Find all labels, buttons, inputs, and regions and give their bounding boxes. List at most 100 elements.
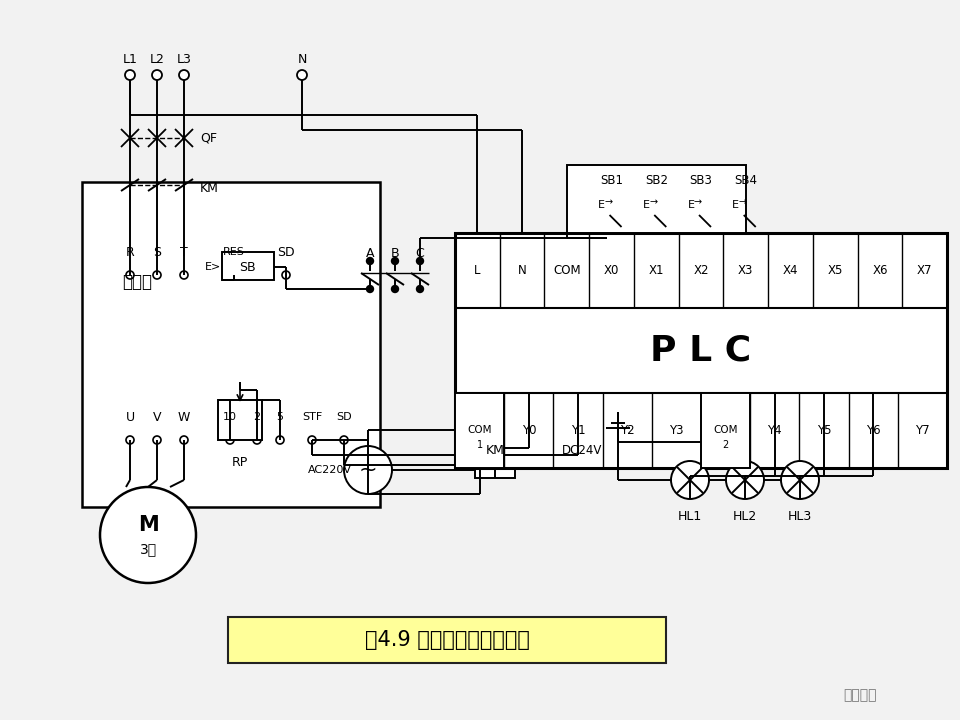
Circle shape bbox=[153, 436, 161, 444]
Bar bbox=[222, 252, 274, 280]
Text: N: N bbox=[298, 53, 306, 66]
Text: SB1: SB1 bbox=[600, 174, 623, 186]
Bar bbox=[566, 165, 746, 233]
Text: X3: X3 bbox=[738, 264, 754, 276]
Text: 5: 5 bbox=[276, 412, 283, 422]
Text: Y1: Y1 bbox=[570, 423, 586, 436]
Text: 电工之家: 电工之家 bbox=[843, 688, 876, 702]
Text: X5: X5 bbox=[828, 264, 843, 276]
Text: Y4: Y4 bbox=[767, 423, 782, 436]
Bar bbox=[475, 448, 515, 478]
Circle shape bbox=[367, 258, 373, 264]
Text: ~: ~ bbox=[359, 460, 377, 480]
Circle shape bbox=[282, 271, 290, 279]
Circle shape bbox=[297, 70, 307, 80]
Circle shape bbox=[126, 436, 134, 444]
Text: KM: KM bbox=[486, 444, 504, 456]
Circle shape bbox=[781, 461, 819, 499]
Bar bbox=[455, 233, 947, 468]
Circle shape bbox=[153, 271, 161, 279]
Text: E: E bbox=[732, 200, 739, 210]
Circle shape bbox=[417, 258, 423, 264]
Circle shape bbox=[253, 436, 261, 444]
Bar bbox=[218, 400, 262, 440]
Text: 3～: 3～ bbox=[139, 542, 156, 556]
Circle shape bbox=[226, 436, 234, 444]
Text: RES: RES bbox=[223, 247, 245, 257]
Circle shape bbox=[152, 70, 162, 80]
Text: STF: STF bbox=[301, 412, 323, 422]
Circle shape bbox=[230, 271, 238, 279]
Text: X4: X4 bbox=[782, 264, 798, 276]
Text: KM: KM bbox=[200, 181, 219, 194]
Text: W: W bbox=[178, 410, 190, 423]
Text: HL3: HL3 bbox=[788, 510, 812, 523]
Text: 10: 10 bbox=[223, 412, 237, 422]
Text: P L C: P L C bbox=[651, 333, 752, 367]
Text: Y6: Y6 bbox=[866, 423, 880, 436]
Text: X1: X1 bbox=[649, 264, 664, 276]
Text: 1: 1 bbox=[476, 440, 483, 450]
Circle shape bbox=[180, 271, 188, 279]
Text: SD: SD bbox=[277, 246, 295, 258]
Text: AC220V: AC220V bbox=[308, 465, 352, 475]
Circle shape bbox=[100, 487, 196, 583]
Text: E: E bbox=[643, 200, 650, 210]
Text: Y2: Y2 bbox=[620, 423, 635, 436]
Text: COM: COM bbox=[468, 425, 492, 435]
Circle shape bbox=[126, 271, 134, 279]
Bar bbox=[701, 393, 750, 468]
Circle shape bbox=[308, 436, 316, 444]
Text: SB: SB bbox=[239, 261, 255, 274]
Text: X0: X0 bbox=[604, 264, 619, 276]
Text: 2: 2 bbox=[723, 440, 729, 450]
Circle shape bbox=[276, 436, 284, 444]
Text: →: → bbox=[605, 197, 612, 207]
Text: RP: RP bbox=[232, 456, 248, 469]
Text: E: E bbox=[687, 200, 694, 210]
Text: QF: QF bbox=[200, 132, 217, 145]
Text: L1: L1 bbox=[123, 53, 137, 66]
Text: B: B bbox=[391, 246, 399, 259]
Text: Y3: Y3 bbox=[669, 423, 684, 436]
Text: DC24V: DC24V bbox=[562, 444, 602, 456]
Bar bbox=[228, 617, 666, 663]
Text: HL2: HL2 bbox=[732, 510, 757, 523]
Text: L: L bbox=[474, 264, 481, 276]
Text: SB4: SB4 bbox=[734, 174, 757, 186]
Text: X6: X6 bbox=[872, 264, 888, 276]
Text: A: A bbox=[366, 246, 374, 259]
Text: Y0: Y0 bbox=[521, 423, 536, 436]
Text: COM: COM bbox=[713, 425, 738, 435]
Text: 变频器: 变频器 bbox=[122, 273, 152, 291]
Text: L3: L3 bbox=[177, 53, 191, 66]
Text: HL1: HL1 bbox=[678, 510, 702, 523]
Bar bbox=[455, 393, 504, 468]
Text: N: N bbox=[517, 264, 526, 276]
Text: COM: COM bbox=[553, 264, 581, 276]
Circle shape bbox=[367, 286, 373, 292]
Text: →: → bbox=[694, 197, 702, 207]
Text: T: T bbox=[180, 246, 188, 258]
Circle shape bbox=[340, 436, 348, 444]
Text: M: M bbox=[137, 515, 158, 535]
Text: 图4.9 变频器起停控制电路: 图4.9 变频器起停控制电路 bbox=[365, 630, 529, 650]
Text: X7: X7 bbox=[917, 264, 932, 276]
Circle shape bbox=[180, 436, 188, 444]
Text: 2: 2 bbox=[253, 412, 260, 422]
Text: C: C bbox=[416, 246, 424, 259]
Text: Y7: Y7 bbox=[915, 423, 929, 436]
Text: R: R bbox=[126, 246, 134, 258]
Text: S: S bbox=[153, 246, 161, 258]
Text: E: E bbox=[598, 200, 605, 210]
Text: L2: L2 bbox=[150, 53, 164, 66]
Text: →: → bbox=[738, 197, 747, 207]
Circle shape bbox=[726, 461, 764, 499]
Text: SB2: SB2 bbox=[645, 174, 668, 186]
Text: U: U bbox=[126, 410, 134, 423]
Text: E>: E> bbox=[204, 262, 221, 272]
Text: Y5: Y5 bbox=[817, 423, 831, 436]
Circle shape bbox=[392, 258, 398, 264]
Text: SD: SD bbox=[336, 412, 351, 422]
Text: V: V bbox=[153, 410, 161, 423]
